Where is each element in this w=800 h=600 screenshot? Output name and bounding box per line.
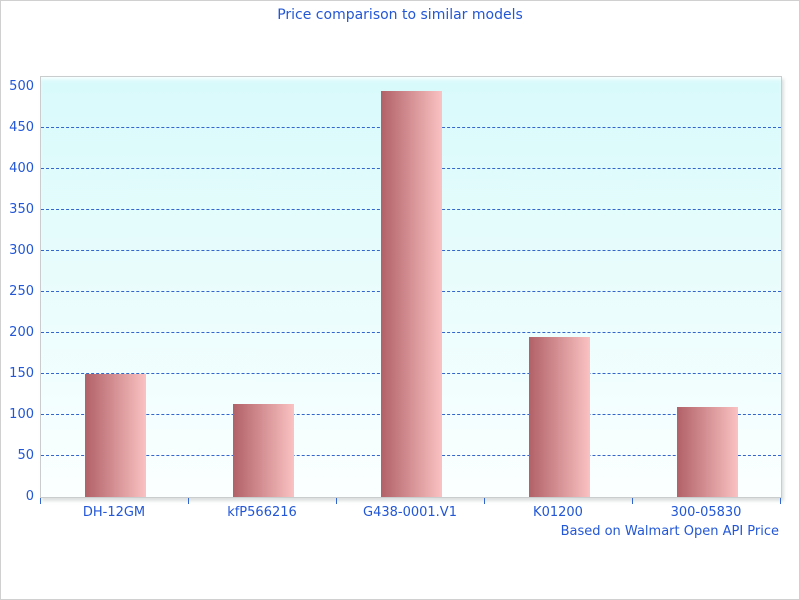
x-tick-label-300-05830: 300-05830	[670, 505, 742, 520]
x-axis-labels: DH-12GM kfP566216 G438-0001.V1 K01200 300-05…	[1, 505, 799, 523]
y-axis-labels: 0 50 100 150 200 250 300 350 400 450 500	[1, 77, 34, 504]
x-axis-tick-5	[780, 498, 781, 504]
y-tick-label-500: 500	[9, 79, 34, 94]
y-tick-label-0: 0	[25, 489, 34, 504]
bar-kfP566216	[232, 404, 294, 497]
y-tick-label-400: 400	[9, 161, 34, 176]
bar-DH-12GM	[84, 374, 146, 497]
y-tick-label-300: 300	[9, 243, 34, 258]
y-tick-label-350: 350	[9, 202, 34, 217]
bar-K01200	[528, 337, 590, 497]
y-tick-label-200: 200	[9, 325, 34, 340]
x-axis-tick-2	[336, 498, 337, 504]
x-tick-label-DH-12GM: DH-12GM	[82, 505, 146, 520]
chart-title: Price comparison to similar models	[277, 7, 523, 23]
bar-300-05830	[676, 406, 738, 497]
x-tick-label-G438-0001.V1: G438-0001.V1	[363, 505, 457, 520]
x-axis-tick-4	[632, 498, 633, 504]
x-axis-tick-3	[484, 498, 485, 504]
y-tick-label-150: 150	[9, 366, 34, 381]
y-tick-label-100: 100	[9, 407, 34, 422]
y-tick-label-250: 250	[9, 284, 34, 299]
y-tick-label-50: 50	[17, 448, 34, 463]
x-tick-label-K01200: K01200	[533, 505, 583, 520]
bar-G438-0001.V1	[380, 91, 442, 497]
y-tick-label-450: 450	[9, 120, 34, 135]
chart-footnote: Based on Walmart Open API Price	[560, 524, 779, 539]
x-tick-label-kfP566216: kfP566216	[227, 505, 297, 520]
x-axis-tick-0	[40, 498, 41, 504]
plot-area	[40, 76, 782, 498]
x-axis-tick-1	[188, 498, 189, 504]
